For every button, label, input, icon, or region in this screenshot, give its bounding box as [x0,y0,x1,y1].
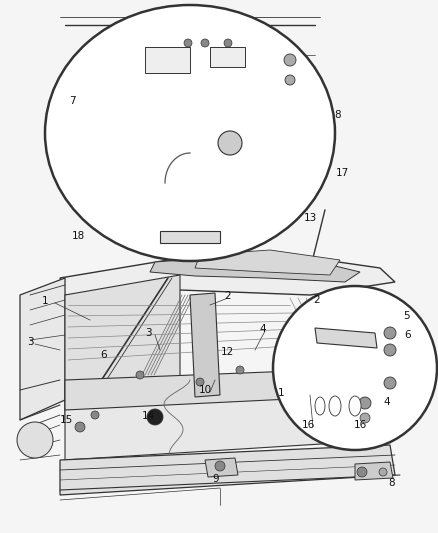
Polygon shape [295,372,330,425]
Text: 18: 18 [71,231,85,241]
Circle shape [326,391,334,399]
Polygon shape [355,462,393,480]
Circle shape [284,54,296,66]
Polygon shape [145,47,190,73]
Circle shape [147,409,163,425]
Text: 4: 4 [384,397,390,407]
Text: 2: 2 [225,291,231,301]
Circle shape [224,39,232,47]
Circle shape [359,397,371,409]
Text: 16: 16 [353,420,367,430]
Circle shape [357,467,367,477]
Text: 14: 14 [141,411,155,421]
Polygon shape [210,47,245,67]
Text: 10: 10 [198,385,212,395]
Text: 2: 2 [314,295,320,305]
Circle shape [285,75,295,85]
Polygon shape [60,255,395,295]
Circle shape [384,377,396,389]
Circle shape [196,378,204,386]
Ellipse shape [45,5,335,261]
Text: 4: 4 [260,324,266,334]
Text: 7: 7 [69,96,75,106]
Circle shape [384,327,396,339]
Polygon shape [205,458,238,477]
Circle shape [273,286,437,450]
Polygon shape [315,328,377,348]
Polygon shape [65,368,372,410]
Circle shape [379,468,387,476]
Text: 3: 3 [27,337,33,347]
Polygon shape [195,250,340,275]
Text: 9: 9 [213,474,219,484]
Text: 6: 6 [101,350,107,360]
Circle shape [201,39,209,47]
Ellipse shape [315,397,325,415]
Text: 15: 15 [60,415,73,425]
Text: 8: 8 [389,478,396,488]
Text: 6: 6 [405,330,411,340]
Circle shape [236,366,244,374]
Circle shape [218,131,242,155]
Text: 12: 12 [220,347,233,357]
Circle shape [75,422,85,432]
Text: 5: 5 [404,311,410,321]
Circle shape [17,422,53,458]
Circle shape [384,344,396,356]
Polygon shape [60,445,395,495]
Text: 1: 1 [42,296,48,306]
Circle shape [276,368,284,376]
Text: 17: 17 [336,168,349,178]
Ellipse shape [349,396,361,416]
Polygon shape [150,256,360,282]
Text: 13: 13 [304,213,317,223]
Circle shape [184,39,192,47]
Text: 3: 3 [145,328,151,338]
Ellipse shape [329,396,341,416]
Polygon shape [65,275,180,420]
Circle shape [306,376,314,384]
Polygon shape [65,390,385,460]
Circle shape [91,411,99,419]
Polygon shape [160,231,220,243]
Polygon shape [190,293,220,397]
Text: 16: 16 [301,420,314,430]
Circle shape [136,371,144,379]
Text: 8: 8 [335,110,341,120]
Polygon shape [20,278,65,420]
Circle shape [215,461,225,471]
Text: 1: 1 [278,388,284,398]
Circle shape [360,413,370,423]
